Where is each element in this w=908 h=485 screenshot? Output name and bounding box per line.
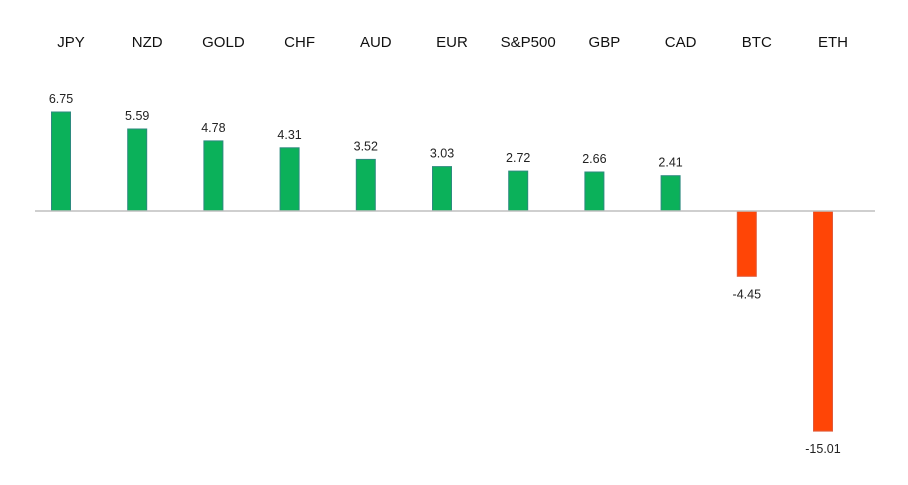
bar-jpy <box>51 111 71 212</box>
bar-gold <box>203 140 224 212</box>
category-label-btc: BTC <box>742 34 772 51</box>
value-label-jpy: 6.75 <box>49 92 73 106</box>
category-label-s-p500: S&P500 <box>501 34 556 51</box>
bar-gbp <box>584 171 605 212</box>
value-label-chf: 4.31 <box>277 128 301 142</box>
category-label-gold: GOLD <box>202 34 245 51</box>
bar-nzd <box>127 128 148 212</box>
bars-layer <box>51 111 833 432</box>
category-label-gbp: GBP <box>589 34 621 51</box>
category-labels: JPY NZD GOLD CHF AUD EUR S&P500 GBP CAD BTC ETH <box>57 34 848 51</box>
category-label-aud: AUD <box>360 34 392 51</box>
category-label-cad: CAD <box>665 34 697 51</box>
value-label-nzd: 5.59 <box>125 109 149 123</box>
bar-btc <box>736 210 757 277</box>
category-label-chf: CHF <box>284 34 315 51</box>
category-label-eur: EUR <box>436 34 468 51</box>
value-label-btc: -4.45 <box>733 287 762 301</box>
value-label-cad: 2.41 <box>658 156 682 170</box>
bar-eth <box>813 210 833 432</box>
category-label-eth: ETH <box>818 34 848 51</box>
category-label-jpy: JPY <box>57 34 85 51</box>
value-labels: 6.75 5.59 4.78 4.31 3.52 3.03 2.72 2.66 2.41 -4.4… <box>49 92 841 456</box>
bar-eur <box>432 166 452 212</box>
value-label-s-p500: 2.72 <box>506 151 530 165</box>
bar-cad <box>660 175 681 212</box>
bar-chf <box>279 147 300 212</box>
category-label-nzd: NZD <box>132 34 163 51</box>
bar-s-p500 <box>508 170 529 212</box>
value-label-gbp: 2.66 <box>582 152 606 166</box>
value-label-eur: 3.03 <box>430 147 454 161</box>
bar-aud <box>355 158 376 212</box>
value-label-eth: -15.01 <box>805 442 840 456</box>
value-label-gold: 4.78 <box>201 121 225 135</box>
value-label-aud: 3.52 <box>354 139 378 153</box>
